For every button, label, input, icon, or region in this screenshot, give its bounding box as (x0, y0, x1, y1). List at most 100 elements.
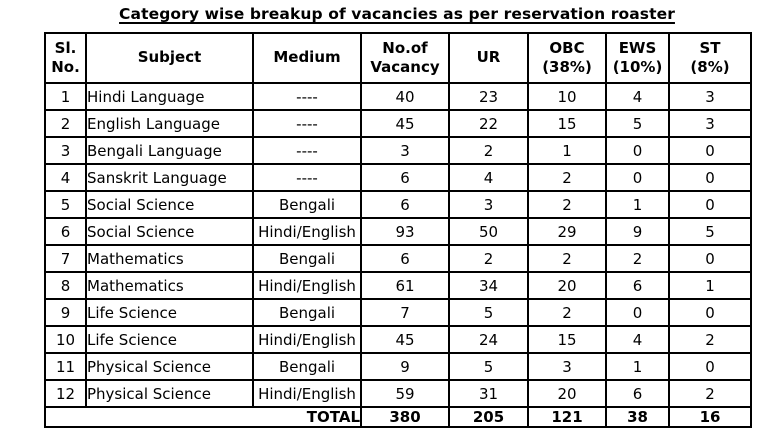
cell-obc: 29 (527, 217, 607, 246)
cell-ur: 2 (448, 244, 529, 273)
cell-obc: 15 (527, 325, 607, 354)
cell-medium: Bengali (252, 190, 362, 219)
cell-vacancy: 59 (360, 379, 450, 408)
cell-obc: 2 (527, 298, 607, 327)
cell-medium: Hindi/English (252, 379, 362, 408)
cell-sl-no: 3 (44, 136, 87, 165)
table-row: 1 Hindi Language ---- 40 23 10 4 3 (44, 82, 752, 111)
cell-medium: Bengali (252, 244, 362, 273)
cell-st: 0 (668, 190, 752, 219)
cell-medium: Hindi/English (252, 217, 362, 246)
cell-subject: Hindi Language (85, 82, 254, 111)
table-row: 11 Physical Science Bengali 9 5 3 1 0 (44, 352, 752, 381)
cell-subject: Mathematics (85, 244, 254, 273)
cell-st: 0 (668, 298, 752, 327)
cell-vacancy: 45 (360, 325, 450, 354)
header-vacancy: No.of Vacancy (360, 32, 450, 84)
cell-vacancy: 45 (360, 109, 450, 138)
cell-obc: 2 (527, 163, 607, 192)
table-row: 12 Physical Science Hindi/English 59 31 … (44, 379, 752, 408)
cell-sl-no: 5 (44, 190, 87, 219)
cell-ews: 0 (605, 136, 670, 165)
total-obc: 121 (527, 406, 607, 428)
total-row: TOTAL 380 205 121 38 16 (44, 406, 752, 428)
cell-ews: 5 (605, 109, 670, 138)
cell-obc: 15 (527, 109, 607, 138)
header-medium: Medium (252, 32, 362, 84)
cell-vacancy: 3 (360, 136, 450, 165)
cell-subject: Social Science (85, 217, 254, 246)
table-row: 9 Life Science Bengali 7 5 2 0 0 (44, 298, 752, 327)
cell-obc: 2 (527, 244, 607, 273)
cell-sl-no: 2 (44, 109, 87, 138)
total-ews: 38 (605, 406, 670, 428)
table-row: 5 Social Science Bengali 6 3 2 1 0 (44, 190, 752, 219)
cell-medium: ---- (252, 163, 362, 192)
cell-ews: 0 (605, 298, 670, 327)
cell-st: 3 (668, 109, 752, 138)
cell-ur: 50 (448, 217, 529, 246)
cell-vacancy: 7 (360, 298, 450, 327)
table-footer: TOTAL 380 205 121 38 16 (44, 406, 752, 428)
table-header: Sl. No. Subject Medium No.of Vacancy UR … (44, 32, 752, 84)
header-subject: Subject (85, 32, 254, 84)
vacancy-table: Sl. No. Subject Medium No.of Vacancy UR … (44, 32, 752, 428)
header-ur: UR (448, 32, 529, 84)
cell-st: 5 (668, 217, 752, 246)
cell-ur: 2 (448, 136, 529, 165)
cell-sl-no: 6 (44, 217, 87, 246)
cell-ews: 2 (605, 244, 670, 273)
cell-ur: 24 (448, 325, 529, 354)
cell-st: 0 (668, 352, 752, 381)
cell-sl-no: 10 (44, 325, 87, 354)
cell-medium: Bengali (252, 352, 362, 381)
page-title: Category wise breakup of vacancies as pe… (119, 5, 675, 23)
cell-subject: Sanskrit Language (85, 163, 254, 192)
table-row: 8 Mathematics Hindi/English 61 34 20 6 1 (44, 271, 752, 300)
cell-sl-no: 8 (44, 271, 87, 300)
cell-obc: 10 (527, 82, 607, 111)
cell-sl-no: 11 (44, 352, 87, 381)
cell-subject: Mathematics (85, 271, 254, 300)
cell-obc: 2 (527, 190, 607, 219)
table-body: 1 Hindi Language ---- 40 23 10 4 3 2 Eng… (44, 82, 752, 408)
cell-obc: 20 (527, 379, 607, 408)
cell-vacancy: 6 (360, 163, 450, 192)
header-sl-no: Sl. No. (44, 32, 87, 84)
cell-subject: Life Science (85, 298, 254, 327)
cell-vacancy: 40 (360, 82, 450, 111)
table-row: 6 Social Science Hindi/English 93 50 29 … (44, 217, 752, 246)
cell-ews: 1 (605, 190, 670, 219)
header-st: ST (8%) (668, 32, 752, 84)
cell-ews: 0 (605, 163, 670, 192)
cell-medium: ---- (252, 82, 362, 111)
total-ur: 205 (448, 406, 529, 428)
cell-st: 0 (668, 163, 752, 192)
cell-ur: 4 (448, 163, 529, 192)
cell-ur: 3 (448, 190, 529, 219)
header-row: Sl. No. Subject Medium No.of Vacancy UR … (44, 32, 752, 84)
cell-obc: 20 (527, 271, 607, 300)
cell-ews: 9 (605, 217, 670, 246)
cell-ur: 31 (448, 379, 529, 408)
cell-subject: Physical Science (85, 352, 254, 381)
cell-st: 3 (668, 82, 752, 111)
cell-st: 0 (668, 136, 752, 165)
cell-vacancy: 61 (360, 271, 450, 300)
cell-st: 1 (668, 271, 752, 300)
cell-medium: Bengali (252, 298, 362, 327)
cell-vacancy: 6 (360, 190, 450, 219)
cell-ur: 5 (448, 298, 529, 327)
table-row: 4 Sanskrit Language ---- 6 4 2 0 0 (44, 163, 752, 192)
cell-subject: Physical Science (85, 379, 254, 408)
total-label: TOTAL (44, 406, 362, 428)
cell-subject: English Language (85, 109, 254, 138)
cell-medium: Hindi/English (252, 325, 362, 354)
total-vacancy: 380 (360, 406, 450, 428)
table-row: 2 English Language ---- 45 22 15 5 3 (44, 109, 752, 138)
cell-obc: 1 (527, 136, 607, 165)
cell-ews: 4 (605, 325, 670, 354)
cell-sl-no: 9 (44, 298, 87, 327)
cell-ur: 34 (448, 271, 529, 300)
cell-ews: 4 (605, 82, 670, 111)
